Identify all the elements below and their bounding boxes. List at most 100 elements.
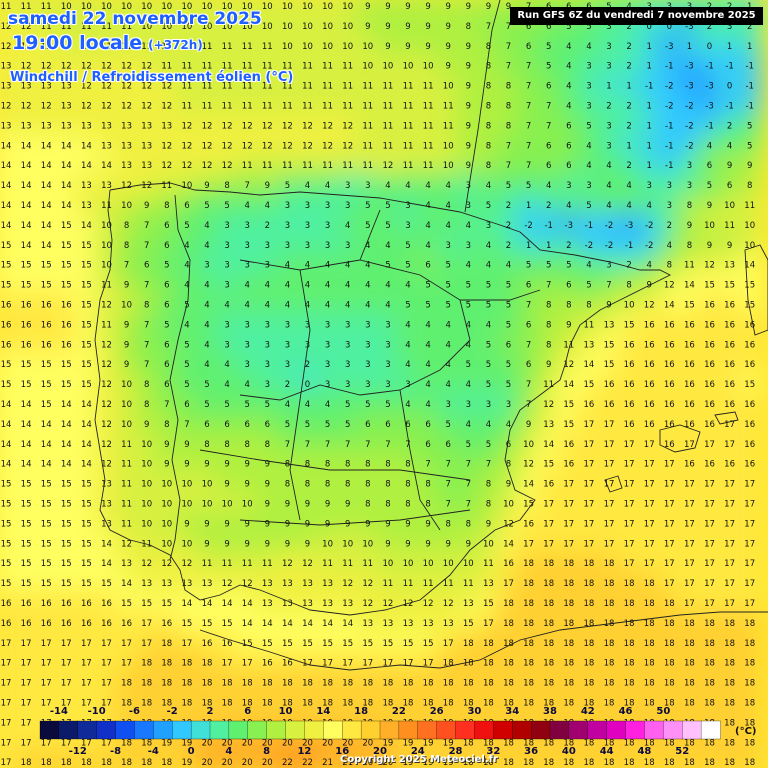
field-cell: [717, 332, 742, 357]
grid-value: 2: [626, 161, 631, 171]
grid-value: 9: [606, 301, 611, 311]
field-cell: [617, 53, 642, 78]
field-cell: [315, 531, 340, 556]
field-cell: [456, 372, 481, 397]
grid-value: 5: [204, 201, 209, 211]
grid-value: 5: [546, 42, 551, 52]
grid-value: 17: [604, 500, 615, 510]
field-cell: [154, 232, 179, 257]
grid-value: 18: [583, 559, 594, 569]
field-cell: [174, 491, 199, 516]
grid-value: 11: [423, 141, 434, 151]
field-cell: [0, 511, 19, 536]
grid-value: 15: [604, 360, 615, 370]
field-cell: [657, 531, 682, 556]
field-cell: [637, 332, 662, 357]
field-cell: [536, 193, 561, 217]
field-cell: [275, 0, 300, 18]
grid-value: 7: [144, 360, 149, 370]
grid-value: 18: [463, 659, 474, 669]
grid-value: 16: [41, 320, 52, 330]
grid-value: 16: [644, 320, 655, 330]
field-cell: [436, 133, 461, 158]
grid-value: 4: [385, 281, 390, 291]
grid-value: 9: [405, 539, 410, 549]
field-cell: [476, 113, 501, 138]
field-cell: [416, 0, 441, 18]
grid-value: 18: [543, 639, 554, 649]
field-cell: [717, 232, 742, 257]
grid-value: -3: [625, 221, 633, 231]
grid-value: 17: [724, 500, 735, 510]
field-cell: [315, 352, 340, 377]
grid-value: 13: [121, 559, 132, 569]
field-cell: [576, 312, 601, 337]
field-cell: [496, 232, 521, 257]
copyright-credit: Copyright 2025 Meteociel.fr: [340, 754, 498, 765]
grid-value: 9: [164, 460, 169, 470]
grid-value: 8: [667, 261, 672, 271]
grid-value: 9: [687, 221, 692, 231]
grid-value: 4: [305, 400, 310, 410]
grid-value: 3: [244, 241, 249, 251]
field-cell: [94, 551, 119, 576]
field-cell: [295, 33, 320, 58]
grid-value: -1: [745, 82, 753, 92]
grid-value: 18: [724, 639, 735, 649]
grid-value: 17: [624, 500, 635, 510]
grid-value: 5: [224, 201, 229, 211]
grid-value: 9: [224, 480, 229, 490]
field-cell: [114, 113, 139, 138]
grid-value: 13: [302, 599, 313, 609]
field-cell: [14, 252, 39, 277]
grid-value: 18: [543, 619, 554, 629]
field-cell: [516, 272, 541, 297]
field-cell: [34, 591, 59, 615]
grid-value: 6: [405, 420, 410, 430]
field-cell: [134, 451, 159, 476]
grid-value: 6: [425, 261, 430, 271]
grid-value: 10: [242, 500, 253, 510]
grid-value: 5: [566, 261, 571, 271]
field-cell: [717, 551, 742, 576]
grid-value: 9: [526, 420, 531, 430]
grid-value: 3: [385, 320, 390, 330]
field-cell: [54, 471, 79, 496]
field-cell: [657, 471, 682, 496]
field-cell: [74, 0, 99, 18]
field-cell: [456, 0, 481, 18]
grid-value: 12: [101, 460, 112, 470]
grid-value: 10: [141, 480, 152, 490]
field-cell: [516, 511, 541, 536]
grid-value: 14: [282, 619, 293, 629]
grid-value: 3: [305, 320, 310, 330]
field-cell: [355, 232, 380, 257]
field-cell: [94, 0, 119, 18]
field-cell: [275, 73, 300, 98]
grid-value: 9: [325, 500, 330, 510]
grid-value: 5: [546, 62, 551, 72]
grid-value: 7: [526, 102, 531, 112]
grid-value: 6: [164, 221, 169, 231]
grid-value: 11: [382, 82, 393, 92]
grid-value: 7: [445, 460, 450, 470]
grid-value: 8: [506, 102, 511, 112]
grid-value: 4: [184, 241, 189, 251]
grid-value: 14: [181, 599, 192, 609]
field-cell: [194, 332, 220, 357]
field-cell: [315, 113, 340, 138]
grid-value: 15: [81, 500, 92, 510]
field-cell: [456, 73, 481, 98]
field-cell: [516, 113, 541, 138]
legend-top-label: 14: [316, 706, 330, 717]
field-cell: [114, 610, 139, 635]
field-cell: [34, 312, 59, 337]
grid-value: 4: [204, 281, 209, 291]
field-cell: [0, 73, 19, 98]
grid-value: 8: [265, 440, 270, 450]
legend-swatch: [493, 720, 513, 740]
field-cell: [255, 133, 280, 158]
field-cell: [14, 73, 39, 98]
field-cell: [737, 153, 762, 178]
field-cell: [617, 591, 642, 615]
